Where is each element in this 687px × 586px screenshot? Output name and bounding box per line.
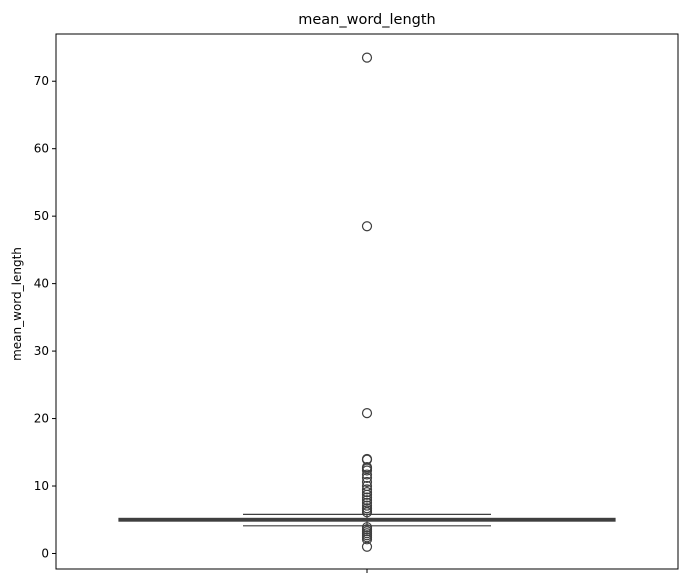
y-tick-label: 40 (34, 277, 49, 291)
outlier-point (361, 507, 373, 518)
outlier-point (361, 486, 373, 498)
outliers (361, 52, 373, 552)
y-tick-label: 30 (34, 344, 49, 358)
outlier-point (361, 492, 373, 503)
outlier-point (361, 495, 373, 506)
outlier-point (361, 221, 373, 232)
y-tick-label: 20 (34, 412, 49, 426)
outlier-point (361, 500, 373, 511)
y-ticks: 0 10 20 30 40 50 60 70 (34, 74, 56, 560)
y-axis-label: mean_word_length (10, 247, 24, 361)
y-tick-label: 70 (34, 74, 49, 88)
y-tick-label: 0 (41, 546, 49, 560)
outlier-point (361, 476, 373, 488)
chart-title: mean_word_length (298, 12, 435, 28)
outlier-point (361, 465, 373, 476)
outlier-point (361, 489, 373, 500)
outlier-point (361, 541, 373, 552)
outlier-point (361, 534, 373, 545)
outlier-point (361, 472, 373, 484)
y-tick-label: 60 (34, 142, 49, 156)
outlier-point (361, 52, 373, 63)
y-tick-label: 10 (34, 479, 49, 493)
y-tick-label: 50 (34, 209, 49, 223)
outlier-point (361, 408, 373, 419)
outlier-point (361, 469, 373, 480)
outlier-point (361, 484, 373, 495)
box-plot (118, 513, 616, 527)
plot-frame (55, 33, 679, 570)
